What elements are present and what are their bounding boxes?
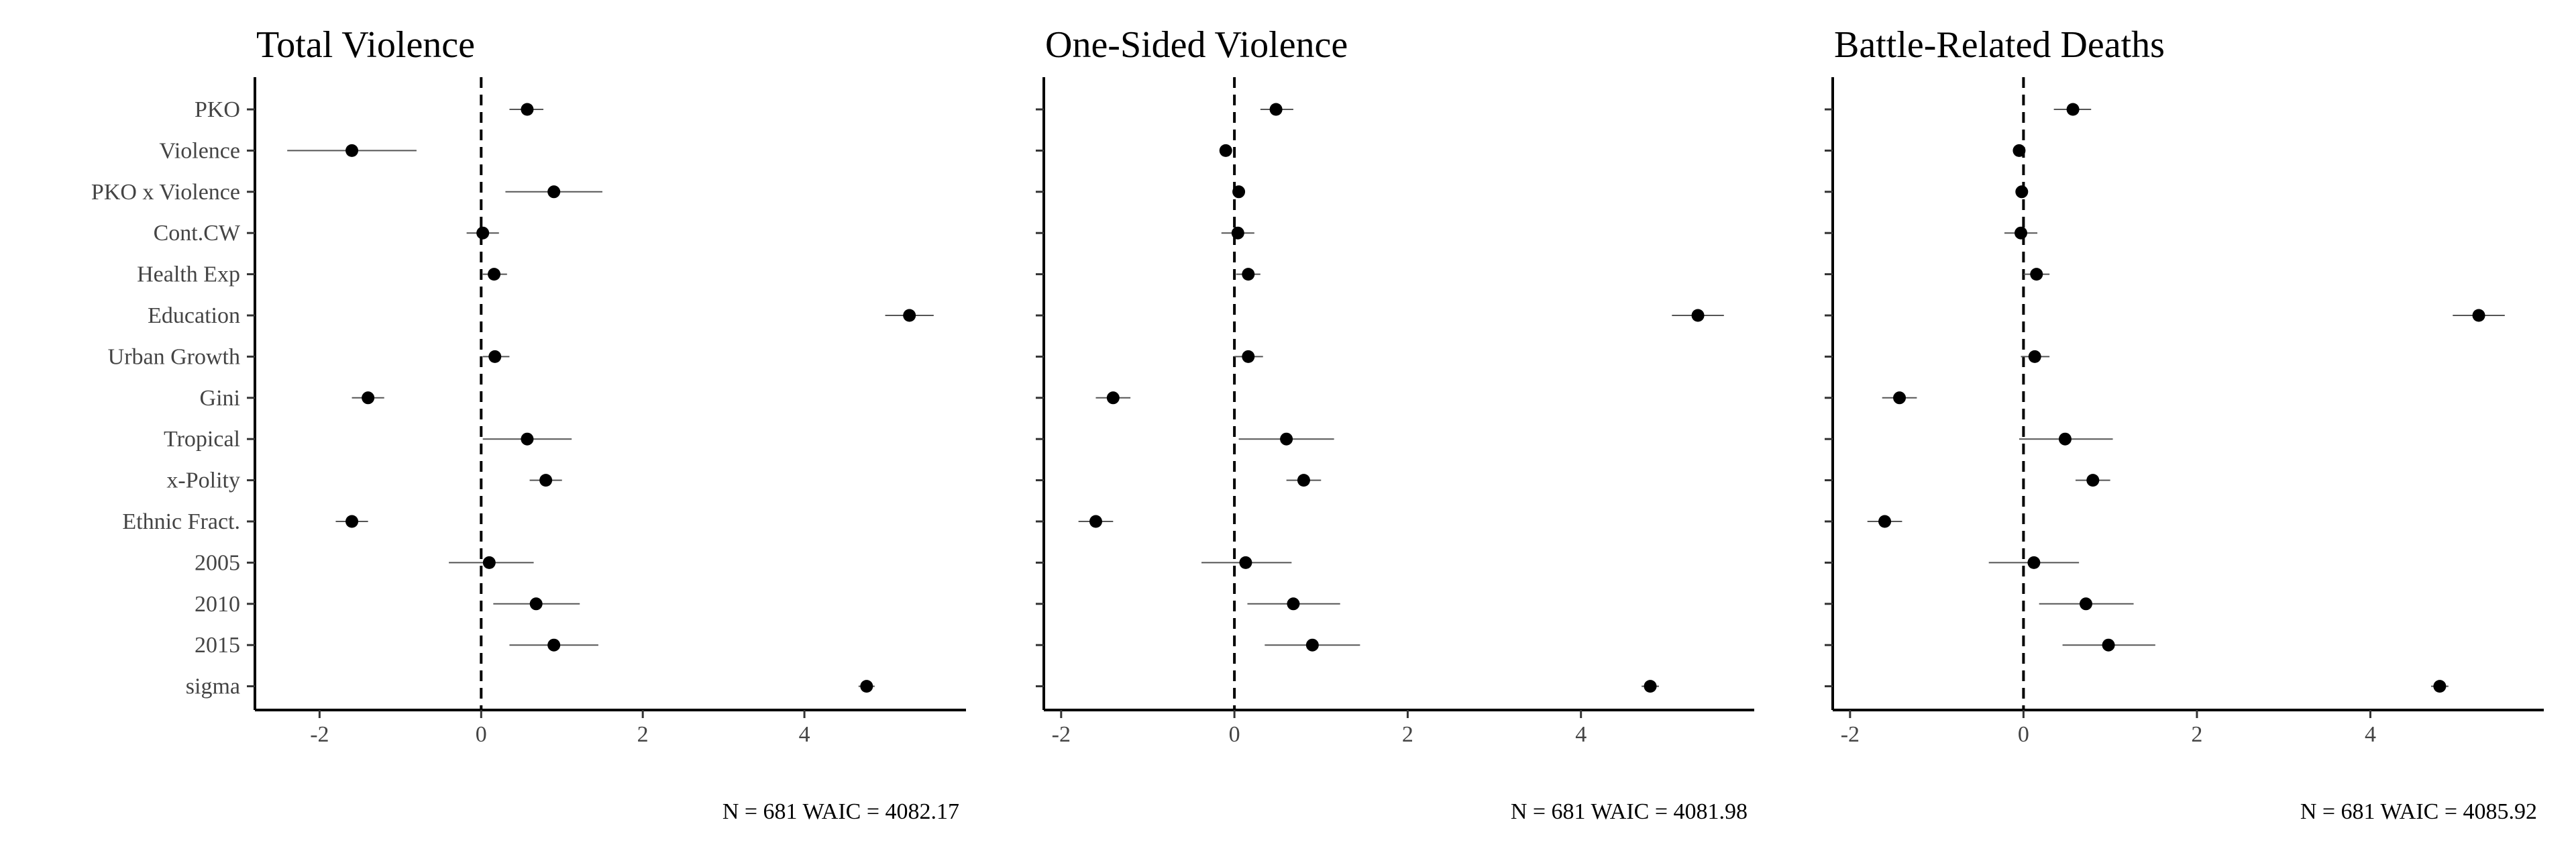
point-estimate — [1280, 432, 1293, 446]
panel-title: One-Sided Violence — [1045, 24, 1348, 66]
row-label: Health Exp — [137, 262, 240, 287]
point-estimate — [2472, 309, 2485, 322]
point-estimate — [903, 309, 916, 322]
point-estimate — [2015, 185, 2029, 199]
point-estimate — [547, 638, 561, 652]
x-tick-label: 4 — [799, 722, 810, 747]
point-estimate — [2086, 474, 2100, 487]
point-estimate — [529, 597, 543, 611]
panel-title: Battle-Related Deaths — [1834, 24, 2165, 66]
point-estimate — [1232, 185, 1246, 199]
point-estimate — [2058, 432, 2072, 446]
point-estimate — [1878, 515, 1892, 528]
point-estimate — [488, 268, 501, 281]
point-estimate — [1297, 474, 1310, 487]
row-label: Tropical — [164, 427, 240, 452]
point-estimate — [482, 556, 496, 569]
row-label: x-Polity — [166, 468, 240, 493]
model-fit-note: N = 681 WAIC = 4082.17 — [722, 799, 959, 824]
point-estimate — [345, 144, 359, 157]
panel-2: One-Sided Violence -2 0 2 4 N = 681 WAIC = 40… — [1036, 24, 1754, 824]
point-estimate — [1893, 391, 1907, 405]
point-estimate — [2066, 103, 2080, 116]
point-estimate — [1269, 103, 1283, 116]
point-estimate — [476, 226, 490, 240]
point-estimate — [1106, 391, 1120, 405]
point-estimate — [2102, 638, 2115, 652]
x-tick-label: -2 — [310, 722, 329, 747]
point-estimate — [2027, 556, 2041, 569]
point-estimate — [1089, 515, 1102, 528]
point-estimate — [1287, 597, 1300, 611]
point-estimate — [860, 680, 873, 693]
point-estimate — [1242, 268, 1255, 281]
model-fit-note: N = 681 WAIC = 4081.98 — [1511, 799, 1748, 824]
point-estimate — [521, 432, 534, 446]
row-label: 2010 — [195, 592, 240, 617]
panel-title: Total Violence — [256, 24, 475, 66]
x-tick-label: 2 — [2191, 722, 2202, 747]
point-estimate — [521, 103, 534, 116]
x-tick-label: 2 — [637, 722, 649, 747]
panel-3: Battle-Related Deaths -2 0 2 4 N = 681 WAIC =… — [1825, 24, 2544, 824]
point-estimate — [1242, 350, 1255, 363]
panel-1: Total Violence -2 0 2 4 PKO Violence PKO x Viol… — [91, 24, 966, 824]
row-label: Urban Growth — [108, 344, 240, 369]
point-estimate — [2015, 226, 2028, 240]
point-estimate — [2028, 350, 2041, 363]
point-estimate — [539, 474, 553, 487]
x-tick-label: 2 — [1402, 722, 1413, 747]
x-tick-label: 4 — [1575, 722, 1587, 747]
point-estimate — [2433, 680, 2447, 693]
row-label: Ethnic Fract. — [122, 509, 240, 534]
point-estimate — [345, 515, 359, 528]
point-estimate — [488, 350, 502, 363]
point-estimate — [2012, 144, 2026, 157]
x-tick-label: 0 — [2018, 722, 2029, 747]
point-estimate — [2030, 268, 2043, 281]
row-label: Violence — [159, 138, 240, 163]
point-estimate — [1239, 556, 1252, 569]
x-tick-label: 0 — [1229, 722, 1240, 747]
point-estimate — [2079, 597, 2092, 611]
point-estimate — [1644, 680, 1657, 693]
point-estimate — [1231, 226, 1244, 240]
x-tick-label: 4 — [2365, 722, 2376, 747]
point-estimate — [547, 185, 561, 199]
row-label: PKO — [195, 97, 240, 122]
x-tick-label: -2 — [1052, 722, 1071, 747]
x-tick-label: -2 — [1841, 722, 1860, 747]
point-estimate — [362, 391, 375, 405]
row-label: PKO x Violence — [91, 180, 240, 205]
point-estimate — [1219, 144, 1232, 157]
x-tick-label: 0 — [476, 722, 487, 747]
row-label: Cont.CW — [154, 221, 241, 246]
row-label: 2015 — [195, 633, 240, 658]
model-fit-note: N = 681 WAIC = 4085.92 — [2300, 799, 2537, 824]
row-label: 2005 — [195, 550, 240, 575]
row-label: Education — [148, 303, 240, 328]
row-label: Gini — [200, 386, 240, 411]
point-estimate — [1305, 638, 1319, 652]
row-label: sigma — [186, 674, 240, 699]
point-estimate — [1691, 309, 1705, 322]
